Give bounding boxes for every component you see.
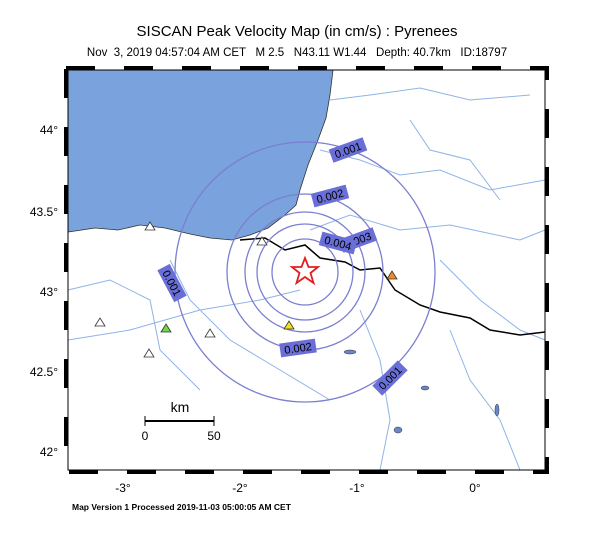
lakes: [343, 349, 500, 434]
lat-label: 44°: [40, 123, 58, 137]
lon-label: -1°: [349, 481, 365, 495]
lat-labels: 44° 43.5° 43° 42.5° 42°: [30, 123, 58, 459]
epicenter: [289, 255, 321, 286]
scale-unit: km: [171, 399, 190, 415]
map-subtitle: Nov 3, 2019 04:57:04 AM CET M 2.5 N43.11…: [87, 47, 507, 59]
label-box: [328, 137, 368, 163]
lat-label: 42°: [40, 445, 58, 459]
lon-label: -3°: [115, 481, 131, 495]
lon-label: -2°: [232, 481, 248, 495]
contours: [174, 141, 436, 403]
lon-label: 0°: [469, 481, 481, 495]
border: [239, 237, 546, 336]
map-title: SISCAN Peak Velocity Map (in cm/s) : Pyr…: [137, 23, 458, 40]
frame-ticks: [64, 66, 549, 474]
lon-labels: -3° -2° -1° 0°: [115, 481, 481, 495]
label-box: [372, 360, 408, 396]
lat-label: 42.5°: [30, 365, 58, 379]
map-area: 0.001 0.002 0.003 0.004 0.001 0.002 0.00…: [64, 66, 549, 474]
scale-bar: km 0 50: [142, 399, 221, 443]
label-box: [157, 263, 187, 303]
label-box: [318, 231, 358, 255]
scale-tick: 50: [207, 429, 221, 443]
contour-labels: 0.001 0.002 0.003 0.004 0.001 0.002 0.00…: [157, 137, 408, 396]
stations: [94, 221, 398, 358]
ocean: [67, 69, 334, 241]
scale-tick: 0: [142, 429, 149, 443]
contour-label: 0.002: [284, 341, 313, 357]
footer: Map Version 1 Processed 2019-11-03 05:00…: [72, 502, 292, 512]
label-box: [279, 338, 317, 358]
lat-label: 43.5°: [30, 205, 58, 219]
lat-label: 43°: [40, 285, 58, 299]
label-box: [310, 184, 350, 208]
